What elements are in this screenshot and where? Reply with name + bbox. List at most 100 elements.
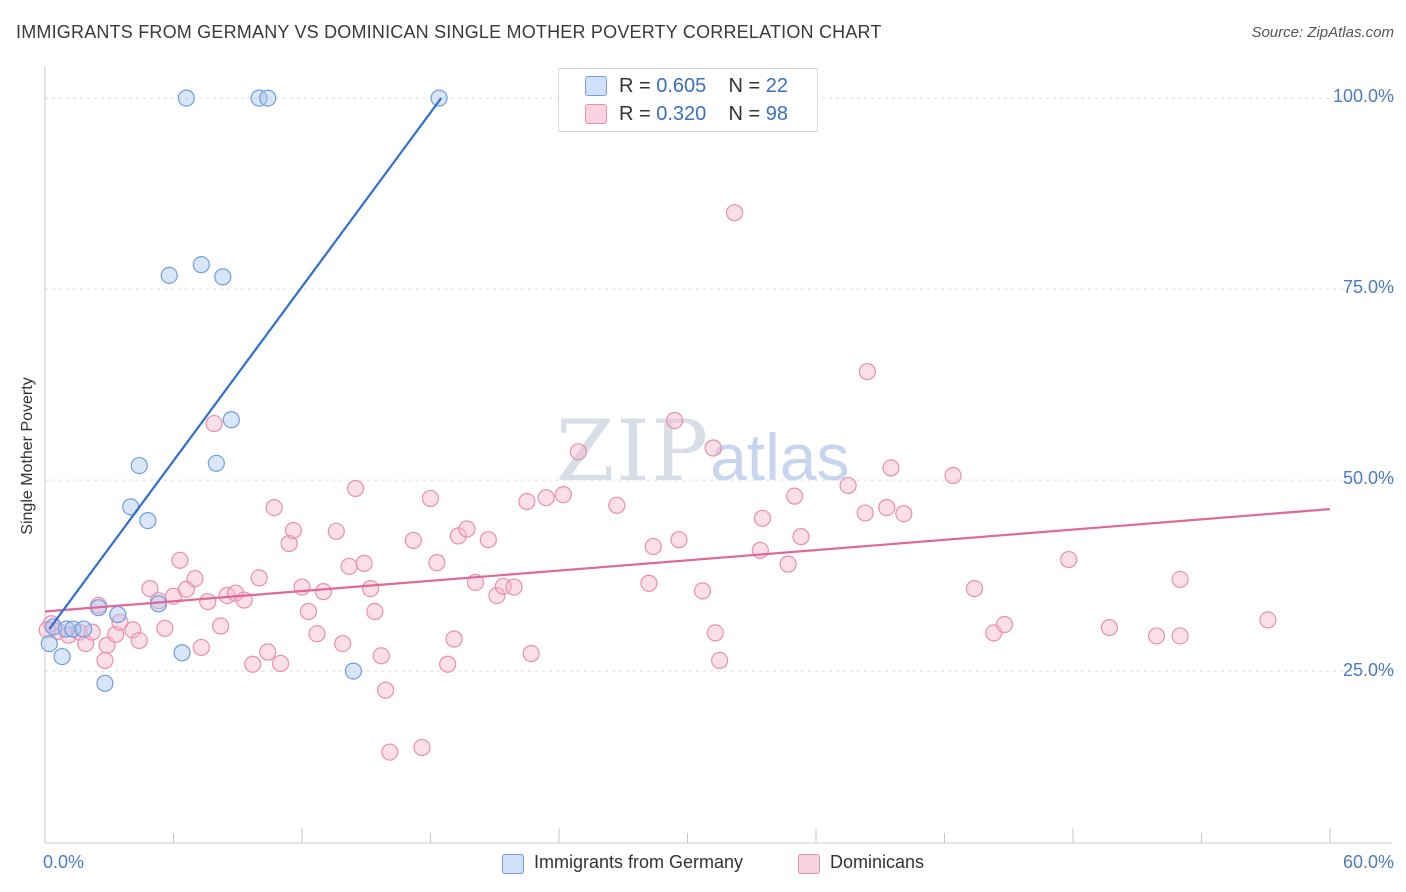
dominicans-point <box>334 634 352 653</box>
dominicans-point <box>792 528 810 546</box>
dominicans-point <box>944 466 962 485</box>
dominicans-point <box>693 582 712 600</box>
germany-point <box>130 456 148 475</box>
dominicans-point <box>271 654 290 673</box>
dominicans-point <box>518 492 536 511</box>
dominicans-point <box>488 586 506 605</box>
legend-swatch-dominicans <box>585 104 607 124</box>
dominicans-point <box>421 489 440 508</box>
germany-point <box>44 618 63 636</box>
y-tick-label-100: 100.0% <box>1332 86 1394 106</box>
dominicans-point <box>608 496 626 514</box>
dominicans-point <box>704 439 722 457</box>
germany-point <box>259 89 277 107</box>
dominicans-point <box>537 489 555 507</box>
germany-point <box>74 620 93 638</box>
germany-point <box>96 674 114 692</box>
dominicans-point <box>445 630 463 648</box>
germany-point <box>139 511 157 530</box>
bottom-legend-swatch-dominicans <box>798 854 820 874</box>
germany-point <box>430 89 448 107</box>
germany-point <box>173 644 191 662</box>
x-tick-label-max: 60.0% <box>1342 852 1394 872</box>
gridlines <box>45 97 1392 672</box>
dominicans-point <box>458 520 476 538</box>
dominicans-point <box>858 363 877 381</box>
dominicans-point <box>785 487 804 505</box>
dominicans-point <box>327 522 345 540</box>
dominicans-point <box>156 619 174 637</box>
dominicans-point <box>199 592 217 611</box>
dominicans-point <box>640 574 658 592</box>
dominicans-point <box>995 615 1014 634</box>
dominicans-point <box>314 583 333 601</box>
germany-point <box>57 620 76 638</box>
dominicans-point <box>505 578 523 596</box>
germany-trend-line <box>48 97 443 630</box>
legend-text-dominicans: R = 0.320 N = 98 <box>619 103 789 125</box>
dominicans-point <box>308 625 326 643</box>
dominicans-point <box>96 651 114 670</box>
dominicans-point <box>449 527 467 545</box>
dominicans-point <box>340 557 358 576</box>
dominicans-trend-line <box>44 508 1331 613</box>
source-credit: Source: ZipAtlas.com <box>1251 24 1394 41</box>
dominicans-point <box>479 531 497 549</box>
dominicans-point <box>299 602 318 621</box>
dominicans-point <box>186 570 204 588</box>
dominicans-points <box>38 204 1277 761</box>
legend-swatch-germany <box>585 76 607 96</box>
dominicans-point <box>265 499 283 517</box>
dominicans-point <box>404 531 422 550</box>
y-axis-title: Single Mother Poverty <box>19 377 36 535</box>
dominicans-point <box>726 204 744 222</box>
axes <box>44 66 1392 844</box>
bottom-legend-label-dominicans: Dominicans <box>830 852 925 872</box>
dominicans-point <box>439 655 457 673</box>
dominicans-point <box>1259 611 1277 629</box>
germany-point <box>214 268 232 286</box>
bottom-legend-label-germany: Immigrants from Germany <box>534 852 744 872</box>
dominicans-point <box>856 504 874 522</box>
dominicans-point <box>666 411 684 430</box>
dominicans-point <box>372 647 390 665</box>
dominicans-point <box>250 569 268 587</box>
dominicans-point <box>366 602 384 621</box>
legend-text-germany: R = 0.605 N = 22 <box>619 75 789 97</box>
dominicans-point <box>878 499 896 517</box>
germany-point <box>160 266 178 284</box>
stats-legend: R = 0.605 N = 22 R = 0.320 N = 98 <box>558 68 818 132</box>
dominicans-point <box>1171 627 1189 645</box>
bottom-legend-swatch-germany <box>502 854 524 874</box>
germany-point <box>222 411 240 429</box>
y-tick-label-25: 25.0% <box>1342 660 1394 680</box>
dominicans-point <box>413 738 431 757</box>
dominicans-point <box>376 681 395 699</box>
dominicans-point <box>259 643 277 661</box>
dominicans-point <box>839 476 857 495</box>
dominicans-point <box>711 651 729 670</box>
dominicans-point <box>1147 627 1166 645</box>
dominicans-point <box>569 443 587 461</box>
dominicans-point <box>753 509 772 527</box>
chart-title: IMMIGRANTS FROM GERMANY VS DOMINICAN SIN… <box>16 22 882 42</box>
y-tick-label-50: 50.0% <box>1342 468 1394 488</box>
dominicans-point <box>346 479 365 498</box>
dominicans-point <box>554 486 572 504</box>
germany-point <box>207 454 225 472</box>
dominicans-point <box>141 579 159 598</box>
germany-point <box>344 662 362 680</box>
dominicans-point <box>882 459 900 477</box>
x-tick-label-min: 0.0% <box>43 852 85 872</box>
dominicans-point <box>212 617 230 635</box>
dominicans-point <box>381 743 399 761</box>
dominicans-point <box>130 631 148 650</box>
dominicans-point <box>192 638 210 657</box>
dominicans-point <box>895 505 913 523</box>
dominicans-point <box>965 579 984 598</box>
dominicans-point <box>124 621 142 639</box>
dominicans-point <box>428 554 446 572</box>
germany-point <box>53 647 71 666</box>
watermark-atlas: atlas <box>710 420 850 494</box>
